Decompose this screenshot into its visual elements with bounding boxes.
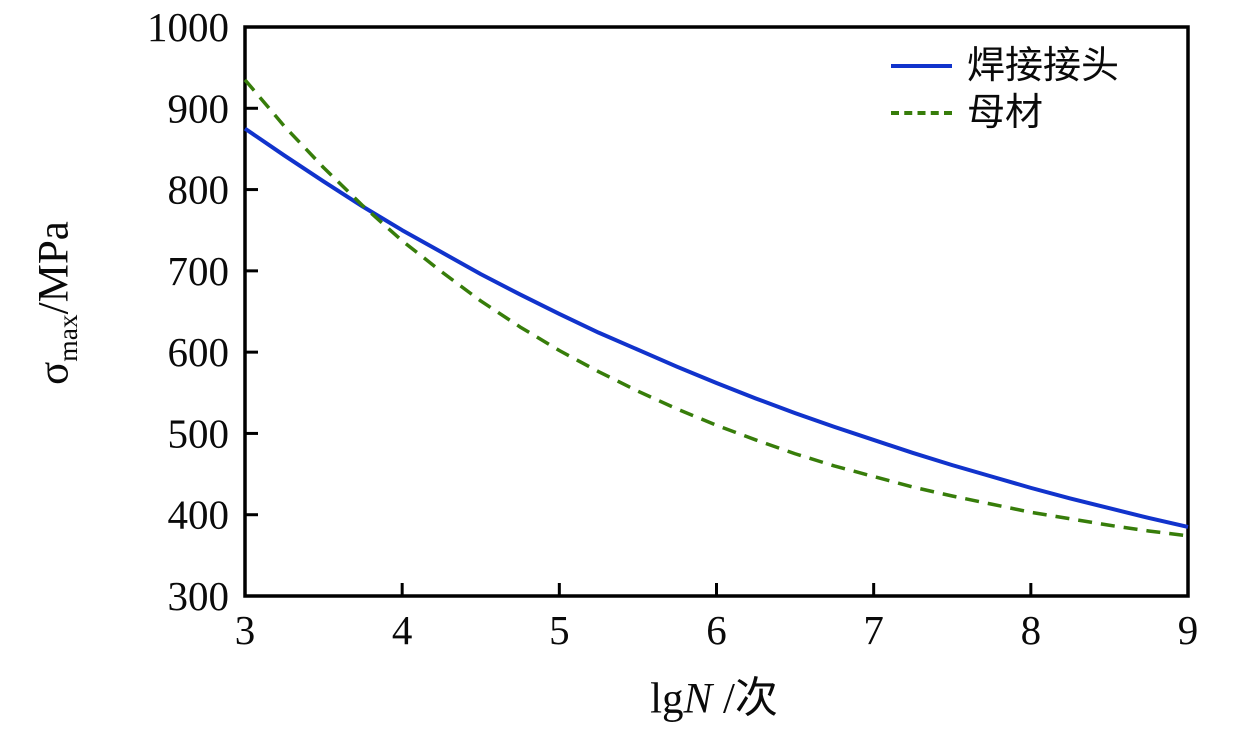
x-tick-label: 7 bbox=[863, 607, 884, 653]
x-axis-unit: /次 bbox=[712, 675, 778, 723]
x-axis-prefix: lg bbox=[650, 675, 684, 723]
x-tick-label: 6 bbox=[706, 607, 727, 653]
y-tick-label: 900 bbox=[168, 85, 230, 131]
y-tick-label: 400 bbox=[168, 492, 230, 538]
y-tick-label: 800 bbox=[168, 167, 230, 213]
y-axis-unit: /MPa bbox=[30, 221, 78, 315]
legend-label-base-material: 母材 bbox=[967, 91, 1044, 134]
legend-line-dashed-icon bbox=[891, 110, 952, 115]
legend-item-base-material: 母材 bbox=[891, 89, 1119, 136]
series-line-0 bbox=[243, 126, 1189, 529]
legend-label-welded-joint: 焊接接头 bbox=[967, 44, 1120, 87]
series-line-1 bbox=[243, 78, 1189, 538]
y-tick-label: 600 bbox=[168, 329, 230, 375]
y-tick-label: 700 bbox=[168, 248, 230, 294]
y-axis-title: σmax/MPa bbox=[30, 221, 84, 385]
x-tick-label: 3 bbox=[235, 607, 256, 653]
x-axis-variable: N bbox=[683, 675, 713, 723]
x-tick-label: 9 bbox=[1178, 607, 1199, 653]
x-axis-title: lgN /次 bbox=[650, 678, 778, 721]
y-tick-label: 1000 bbox=[147, 4, 229, 50]
y-tick-label: 300 bbox=[168, 573, 230, 619]
x-tick-label: 5 bbox=[549, 607, 570, 653]
legend: 焊接接头 母材 bbox=[891, 42, 1119, 136]
y-axis-subscript: max bbox=[52, 314, 84, 362]
x-tick-label: 8 bbox=[1021, 607, 1042, 653]
legend-item-welded-joint: 焊接接头 bbox=[891, 42, 1119, 89]
legend-line-solid-icon bbox=[891, 63, 952, 68]
x-tick-label: 4 bbox=[392, 607, 413, 653]
y-axis-sigma-symbol: σ bbox=[30, 361, 78, 385]
y-tick-label: 500 bbox=[168, 410, 230, 456]
